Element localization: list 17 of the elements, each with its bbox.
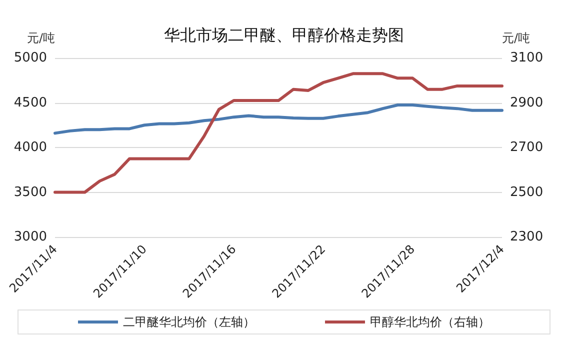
y2-tick-label: 2900	[510, 95, 544, 110]
legend-label: 甲醇华北均价（右轴）	[370, 315, 490, 329]
y-axis-title: 元/吨	[26, 31, 55, 45]
y2-tick-label: 2700	[510, 140, 544, 155]
y2-tick-label: 2500	[510, 184, 544, 200]
y2-tick-label: 3100	[510, 50, 544, 66]
y-tick-label: 4500	[14, 95, 47, 110]
y-tick-label: 5000	[14, 50, 47, 66]
y2-tick-label: 2300	[510, 230, 544, 244]
line-series	[54, 103, 504, 135]
y-tick-label: 3500	[14, 184, 47, 200]
y-tick-label: 3000	[14, 230, 47, 244]
legend-label: 二甲醚华北均价（左轴）	[123, 315, 255, 329]
line-series	[54, 72, 504, 194]
y2-axis-title: 元/吨	[502, 31, 530, 45]
y-tick-label: 4000	[14, 140, 47, 155]
chart-title: 华北市场二甲醚、甲醇价格走势图	[164, 26, 404, 44]
